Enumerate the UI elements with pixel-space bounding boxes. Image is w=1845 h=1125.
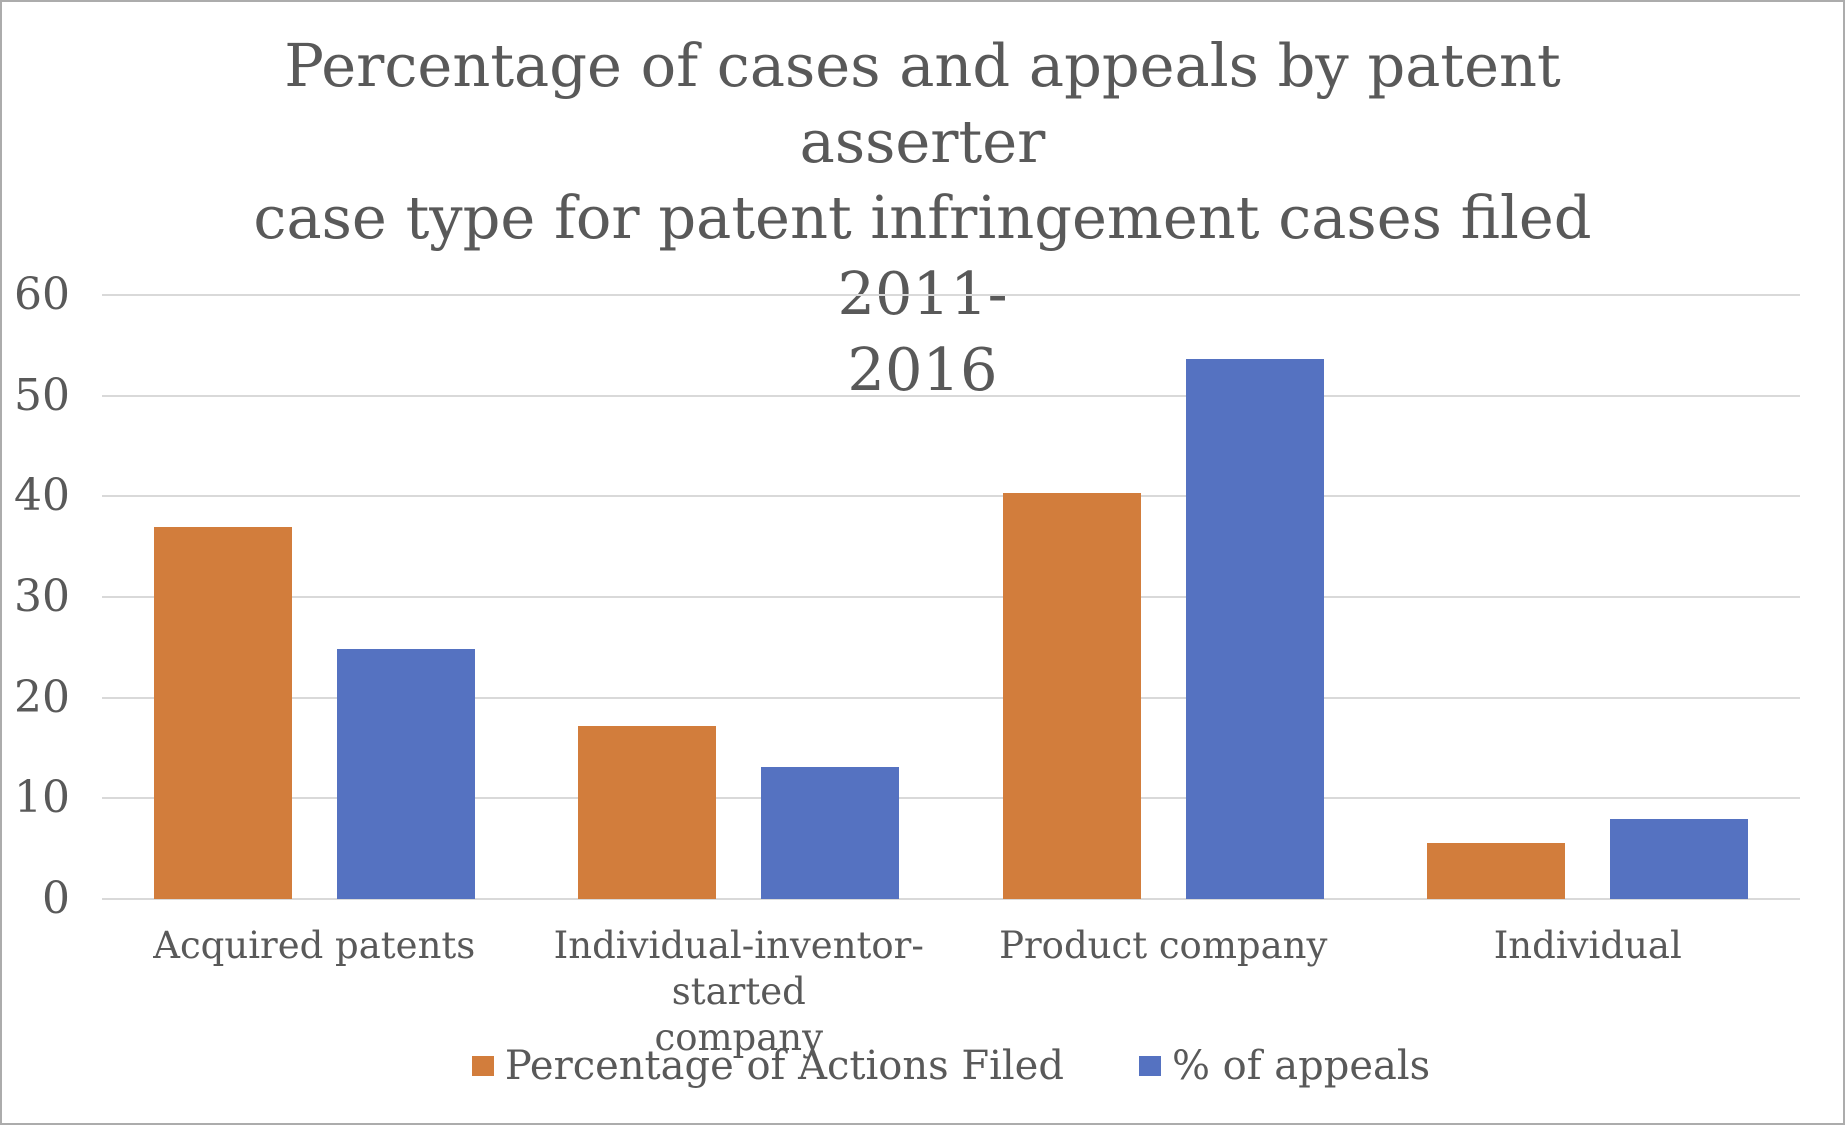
gridline-40: [102, 495, 1800, 497]
y-axis-tick-label: 40: [14, 470, 70, 521]
plot-area: [102, 294, 1800, 900]
legend-item: % of appeals: [1138, 1042, 1431, 1090]
gridline-10: [102, 797, 1800, 799]
bar-group: [527, 295, 952, 899]
category-label: Acquired patents: [153, 924, 476, 967]
chart-title: Percentage of cases and appeals by paten…: [253, 31, 1592, 404]
bar-group: [102, 295, 527, 899]
legend-swatch-icon: [471, 1056, 494, 1076]
bar: [1002, 493, 1141, 899]
bar-group: [951, 295, 1376, 899]
legend-swatch-icon: [1138, 1056, 1161, 1076]
category-label: Individual-inventor-started company: [553, 924, 924, 1059]
category-label: Product company: [999, 924, 1328, 967]
legend-item: Percentage of Actions Filed: [471, 1042, 1064, 1090]
bars-layer: [102, 295, 1800, 899]
bar: [1427, 842, 1566, 899]
y-axis-tick-label: 10: [14, 772, 70, 823]
y-axis-tick-label: 20: [14, 672, 70, 723]
legend: Percentage of Actions Filed % of appeals: [102, 1042, 1800, 1090]
y-axis-tick-label: 50: [14, 370, 70, 421]
legend-label: % of appeals: [1171, 1043, 1431, 1089]
y-axis-tick-label: 30: [14, 571, 70, 622]
x-axis: Acquired patents Individual-inventor-star…: [102, 923, 1800, 1061]
gridline-30: [102, 596, 1800, 598]
bar: [153, 526, 292, 899]
legend-label: Percentage of Actions Filed: [504, 1043, 1064, 1089]
gridline-0: [102, 898, 1800, 900]
gridline-20: [102, 697, 1800, 699]
gridline-60: [102, 294, 1800, 296]
y-axis-tick-label: 0: [42, 873, 70, 924]
bar: [1610, 818, 1749, 899]
y-axis: 0 10 20 30 40 50 60: [2, 269, 84, 924]
bar: [1185, 359, 1324, 899]
bar: [761, 767, 900, 899]
bar-group: [1376, 295, 1801, 899]
y-axis-tick-label: 60: [14, 269, 70, 320]
gridline-50: [102, 395, 1800, 397]
bar: [336, 649, 475, 899]
category-label: Individual: [1493, 924, 1682, 967]
bar: [578, 725, 717, 899]
